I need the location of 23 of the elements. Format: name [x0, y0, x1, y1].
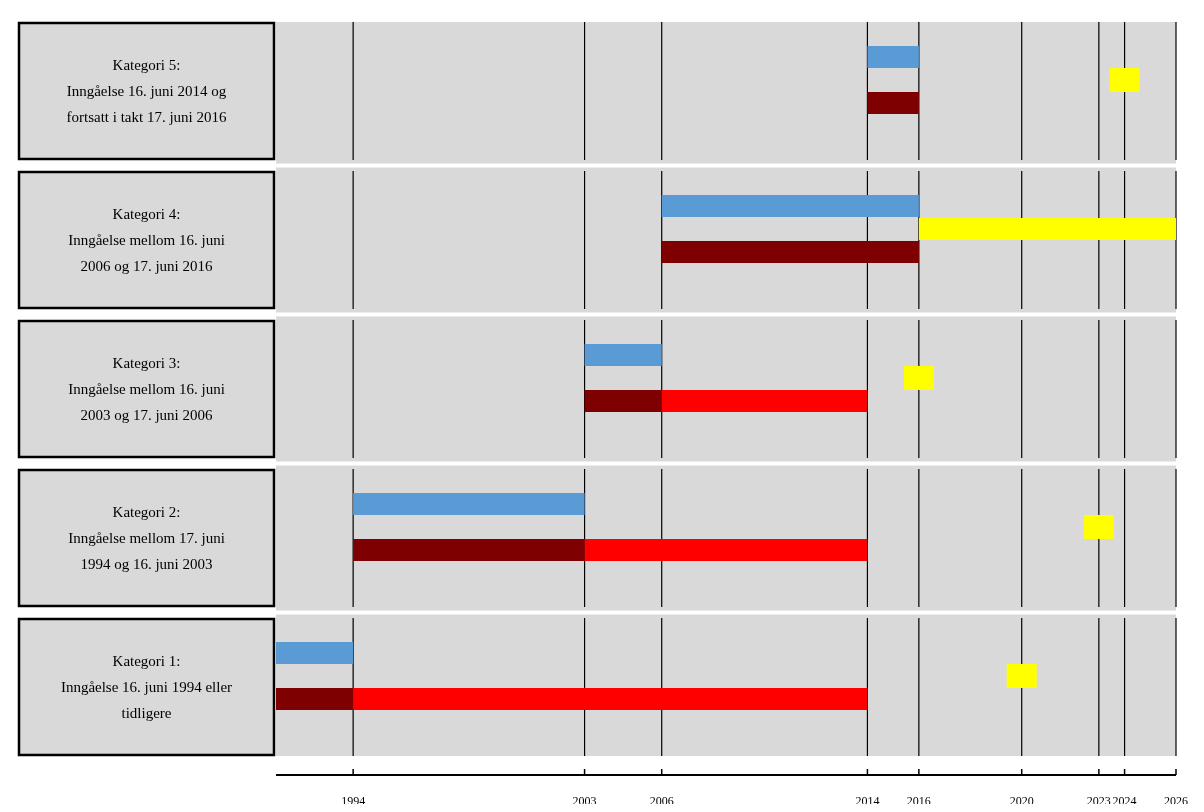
bar [276, 642, 354, 664]
bar [661, 241, 919, 263]
bar [353, 688, 868, 710]
bar [584, 344, 662, 366]
bar [353, 493, 585, 515]
point [1006, 664, 1037, 688]
bar [661, 390, 868, 412]
bar [918, 218, 1176, 240]
point [1109, 68, 1140, 92]
y-tick-label: Kategori 4: Inngåelse mellom 16. juni 2006 og 17. juni 2016 [68, 206, 225, 274]
y-tick-label: Kategori 3: Inngåelse mellom 16. juni 2003 og 17. juni 2006 [68, 355, 225, 423]
bar [584, 390, 662, 412]
point [1083, 515, 1114, 539]
bar [584, 539, 868, 561]
y-tick-label: Kategori 1: Inngåelse 16. juni 1994 eller tidligere [60, 653, 233, 721]
y-tick-label: Kategori 2: Inngåelse mellom 17. juni 1994 og 16. juni 2003 [68, 504, 225, 572]
bar [353, 539, 585, 561]
point [903, 366, 934, 390]
y-tick-label: Kategori 5: Inngåelse 16. juni 2014 og fortsatt i takt 17. juni 2016 [66, 57, 227, 125]
bar [276, 688, 354, 710]
bar [867, 46, 919, 68]
bar [867, 92, 919, 114]
bar [661, 195, 919, 217]
